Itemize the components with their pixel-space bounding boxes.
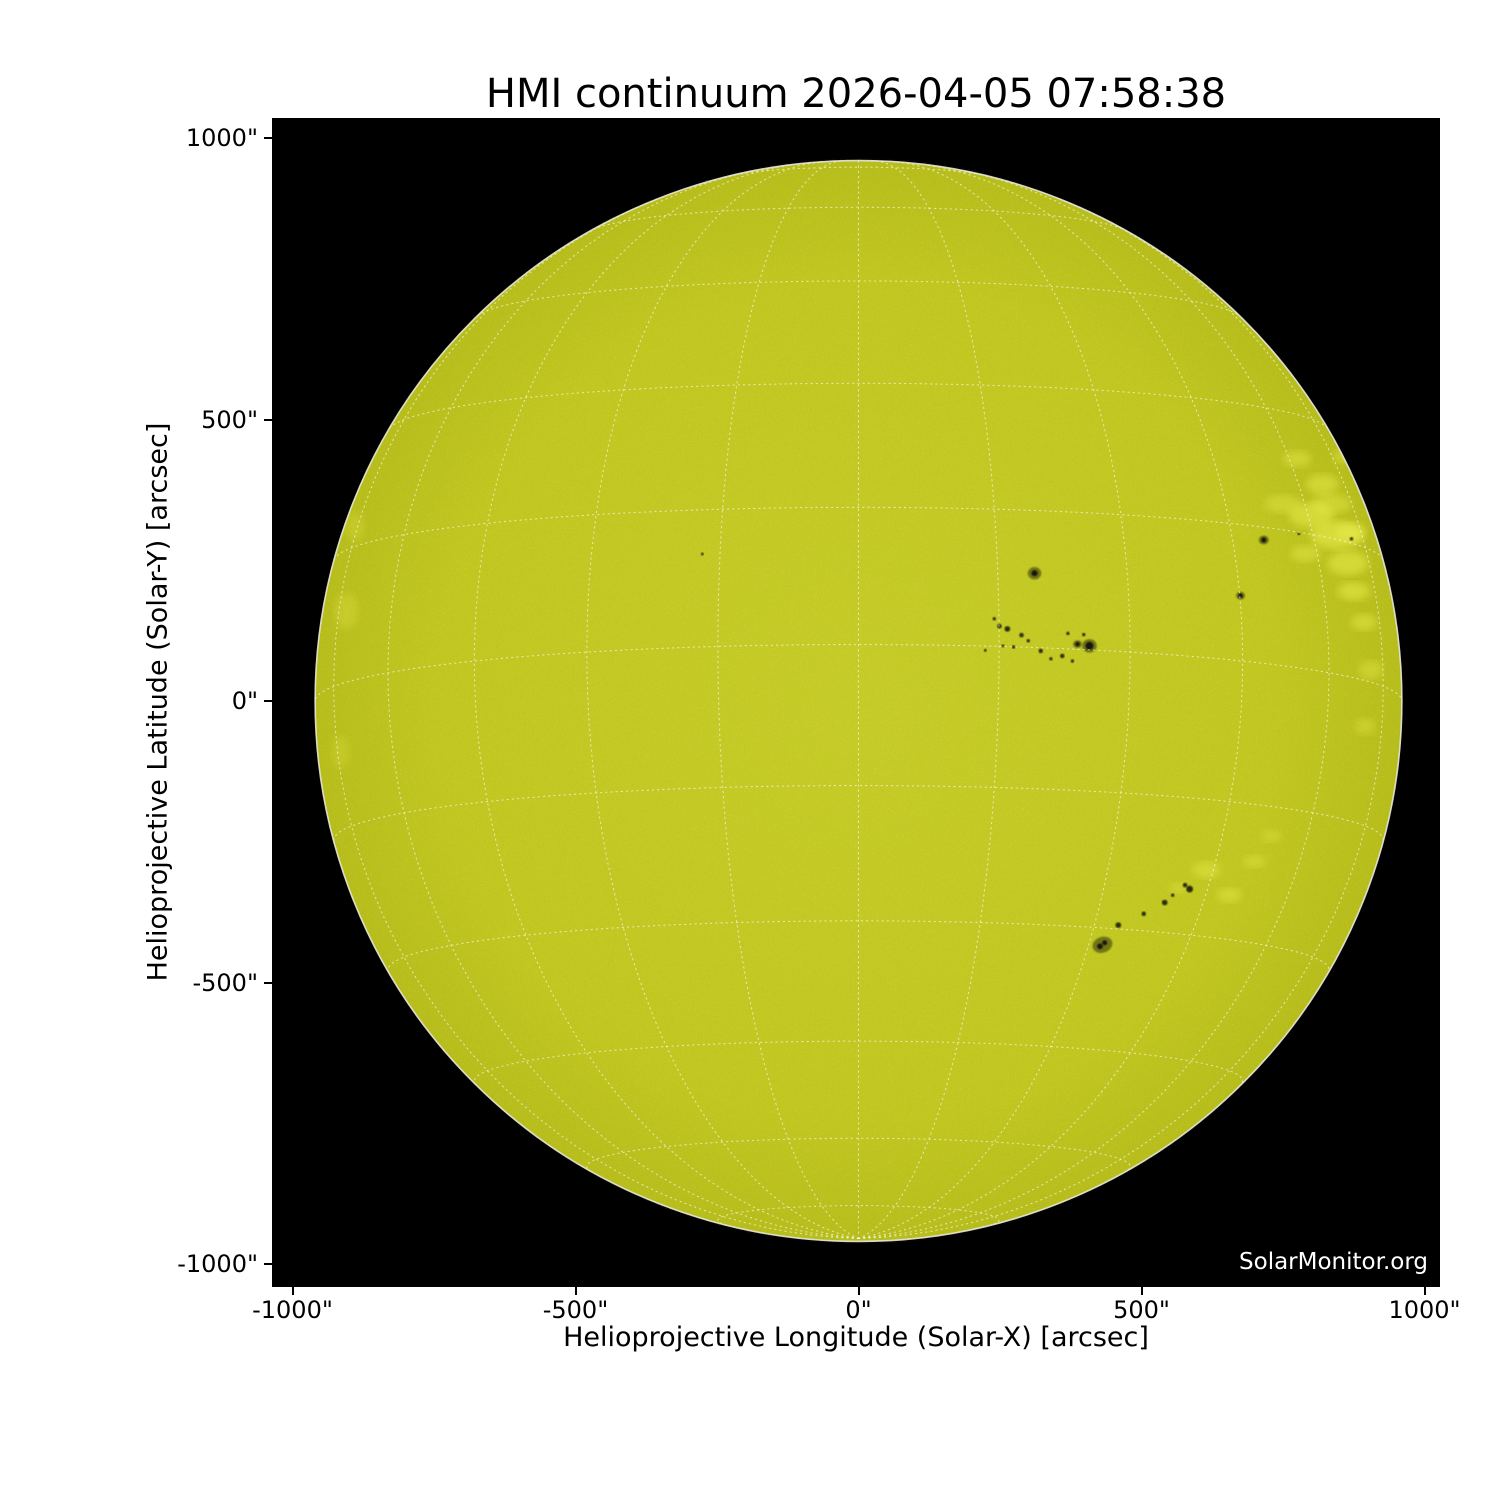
y-tick-label: 500"	[201, 405, 258, 434]
x-tick-label: 0"	[845, 1296, 872, 1324]
x-axis-label: Helioprojective Longitude (Solar-X) [arc…	[563, 1322, 1149, 1353]
x-tick-mark	[1423, 1287, 1426, 1295]
y-tick-label: -500"	[192, 968, 258, 997]
y-tick-mark	[264, 981, 272, 984]
plot-area: SolarMonitor.org	[272, 118, 1440, 1287]
x-tick-label: -1000"	[252, 1296, 333, 1324]
x-tick-mark	[574, 1287, 577, 1295]
y-tick-label: 0"	[231, 687, 258, 715]
solar-disk	[314, 158, 1403, 1244]
x-tick-label: -500"	[542, 1296, 609, 1324]
solar-image	[314, 158, 1403, 1244]
y-tick-mark	[264, 700, 272, 702]
y-tick-label: 1000"	[185, 124, 258, 152]
y-tick-label: -1000"	[177, 1250, 258, 1278]
y-tick-mark	[264, 137, 272, 139]
x-tick-label: 1000"	[1388, 1296, 1461, 1324]
y-tick-mark	[264, 1263, 272, 1265]
x-tick-mark	[857, 1287, 860, 1295]
chart-title: HMI continuum 2026-04-05 07:58:38	[485, 71, 1227, 117]
x-tick-mark	[291, 1287, 294, 1295]
x-tick-mark	[1140, 1287, 1143, 1295]
y-tick-mark	[264, 418, 272, 421]
watermark: SolarMonitor.org	[1239, 1249, 1428, 1275]
x-tick-label: 500"	[1113, 1296, 1170, 1324]
